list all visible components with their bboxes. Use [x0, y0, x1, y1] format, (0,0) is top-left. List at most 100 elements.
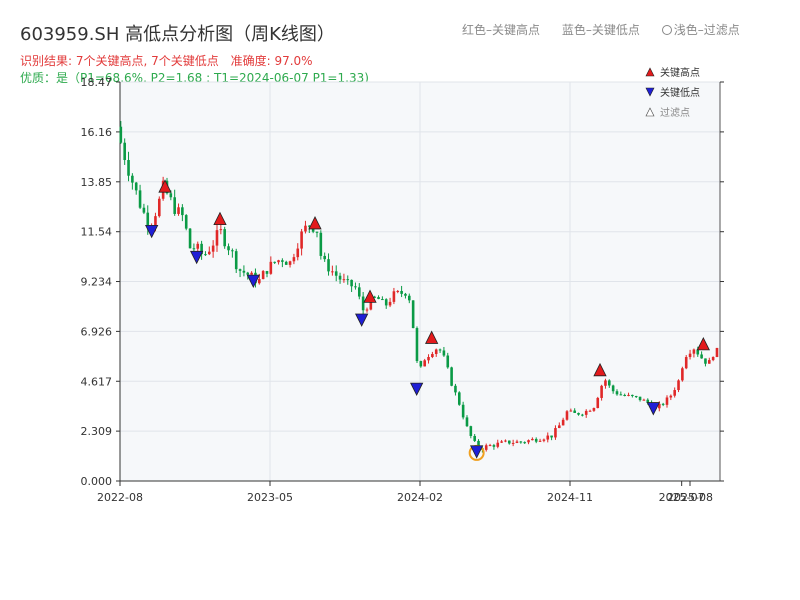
candle-body: [638, 396, 642, 401]
candle-body: [357, 287, 361, 297]
candle-body: [184, 215, 188, 229]
legend-low-label: 蓝色–关键低点: [561, 23, 640, 37]
candle-body: [704, 358, 707, 364]
y-tick-label: 9.234: [81, 276, 113, 289]
candle-body: [196, 243, 200, 249]
candle-body: [361, 296, 365, 311]
candle-body: [554, 428, 557, 438]
candle-body: [331, 271, 334, 273]
candle-body: [515, 441, 519, 443]
candle-body: [223, 229, 226, 247]
candle-body: [404, 293, 407, 296]
candle-body: [157, 198, 161, 217]
candle-body: [604, 380, 607, 386]
candle-body: [250, 272, 253, 275]
candle-body: [277, 260, 280, 263]
candle-body: [134, 182, 138, 191]
candle-body: [377, 297, 380, 300]
candle-body: [688, 353, 692, 358]
candle-body: [534, 438, 538, 442]
candle-body: [523, 442, 526, 444]
candle-body: [246, 272, 250, 275]
candle-body: [284, 261, 288, 265]
candle-body: [504, 440, 507, 442]
candle-body: [457, 392, 461, 405]
candle-body: [204, 254, 207, 256]
candle-body: [657, 403, 661, 409]
legend-high-label: 红色–关键高点: [462, 23, 541, 37]
candle-body: [665, 397, 669, 405]
y-tick-label: 16.16: [81, 126, 113, 139]
candle-body: [465, 417, 469, 427]
candle-body: [519, 441, 523, 443]
candle-body: [546, 435, 550, 440]
candle-body: [700, 354, 703, 359]
x-tick-label: 2025-07: [659, 491, 705, 504]
candle-body: [181, 207, 184, 216]
x-tick-label: 2022-08: [97, 491, 143, 504]
candle-body: [557, 425, 561, 429]
candle-body: [581, 414, 584, 416]
candle-body: [431, 353, 434, 357]
key-low-marker: [246, 274, 260, 288]
candle-body: [434, 349, 438, 354]
key-high-marker: [308, 216, 322, 230]
candle-body: [127, 160, 130, 176]
candle-body: [400, 290, 403, 294]
candle-body: [219, 229, 223, 231]
x-tick-label: 2023-05: [247, 491, 293, 504]
candle-body: [354, 286, 357, 288]
candle-body: [677, 380, 680, 391]
candle-body: [423, 360, 426, 367]
candle-body: [642, 399, 646, 401]
candle-body: [365, 309, 369, 311]
y-tick-label: 2.309: [81, 425, 113, 438]
candle-body: [238, 269, 242, 271]
candle-body: [327, 259, 330, 272]
candle-body: [646, 399, 650, 403]
candle-body: [661, 403, 665, 405]
candle-body: [477, 440, 480, 449]
candle-body: [257, 279, 261, 284]
y-tick-label: 0.000: [81, 475, 113, 488]
candle-body: [234, 251, 238, 270]
candle-body: [461, 404, 465, 418]
candle-body: [496, 442, 500, 447]
candle-body: [607, 380, 611, 386]
y-tick-label: 13.85: [81, 176, 113, 189]
result-info: 识别结果: 7个关键高点, 7个关键低点 准确度: 97.0%: [20, 52, 321, 69]
candle-body: [715, 347, 719, 358]
candle-body: [565, 411, 569, 420]
candle-body: [315, 231, 319, 233]
x-tick-label: 2024-02: [397, 491, 443, 504]
candle-body: [511, 442, 515, 444]
candle-body: [627, 394, 630, 396]
candle-body: [323, 255, 326, 260]
candle-body: [673, 390, 676, 396]
candle-body: [438, 349, 442, 351]
candle-body: [207, 251, 211, 255]
legend-low-text: 关键低点: [660, 86, 700, 99]
candle-body: [342, 279, 346, 281]
candle-body: [488, 445, 492, 447]
candle-body: [119, 126, 123, 143]
candle-body: [696, 349, 700, 355]
candle-body: [407, 295, 411, 301]
candle-body: [569, 410, 573, 412]
candle-body: [177, 207, 180, 214]
candle-body: [350, 279, 353, 287]
candle-body: [684, 357, 688, 369]
candle-body: [304, 225, 307, 232]
candle-body: [681, 368, 684, 381]
candle-body: [611, 385, 615, 392]
candle-body: [384, 299, 388, 306]
candle-body: [631, 394, 634, 397]
candle-body: [596, 397, 600, 409]
candle-body: [619, 394, 623, 396]
candle-body: [296, 248, 300, 258]
candle-body: [711, 357, 715, 361]
legend-filtered-icon: [645, 107, 655, 117]
candle-body: [273, 261, 276, 263]
candle-body: [538, 440, 542, 442]
